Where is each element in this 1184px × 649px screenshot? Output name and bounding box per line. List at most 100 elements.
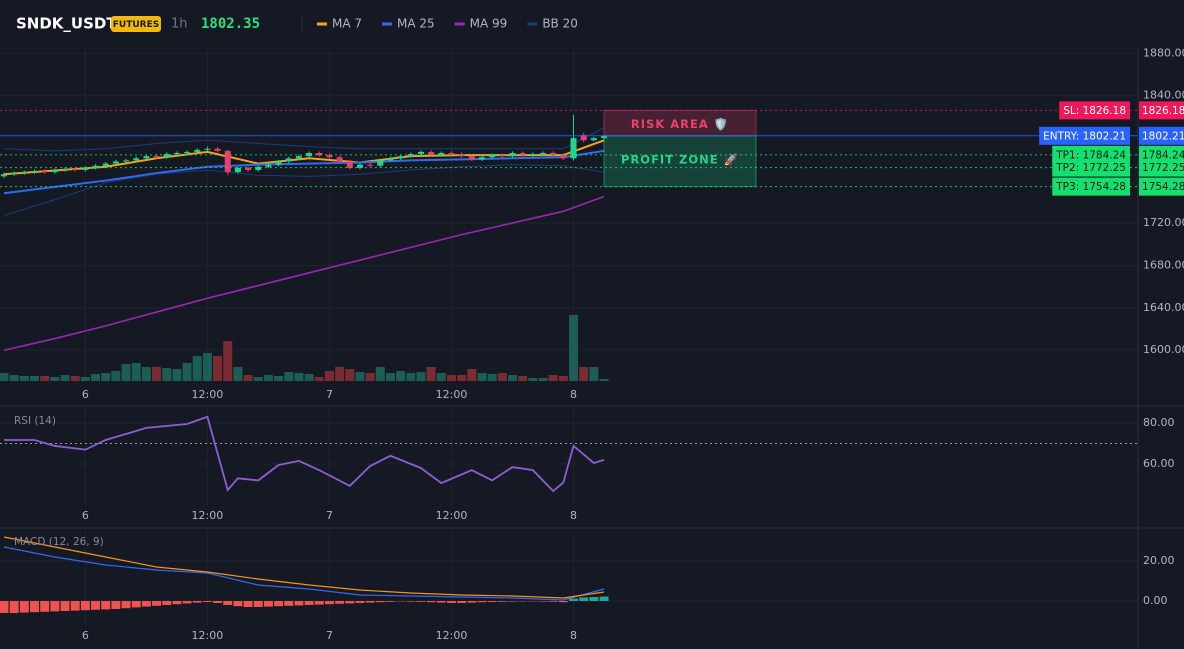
level-price-bg xyxy=(1139,126,1184,145)
zone-box xyxy=(603,135,757,188)
candle-body xyxy=(41,171,48,173)
y-tick-label: 1600.00 xyxy=(1143,343,1184,356)
volume-bar xyxy=(213,356,223,381)
candle-body xyxy=(72,168,79,170)
y-tick-label: 1840.00 xyxy=(1143,89,1184,102)
level-tag: TP1: 1784.24 xyxy=(1055,149,1126,161)
volume-bar xyxy=(477,373,487,381)
ma-line xyxy=(3,149,605,195)
volume-bar xyxy=(396,371,406,381)
volume-bar xyxy=(569,315,579,381)
y-tick-label: 1880.00 xyxy=(1143,46,1184,59)
legend-label: MA 7 xyxy=(332,17,362,31)
legend-label: BB 20 xyxy=(542,17,578,31)
histogram-bar xyxy=(335,601,345,604)
candle-body xyxy=(245,167,252,170)
y-tick-label: 1720.00 xyxy=(1143,216,1184,229)
histogram-bar xyxy=(426,601,436,603)
volume-bar xyxy=(233,367,243,381)
histogram-bar xyxy=(91,601,101,610)
candle-body xyxy=(580,134,587,141)
bb-lower xyxy=(3,164,605,217)
histogram-bar xyxy=(477,601,487,603)
histogram-bar xyxy=(253,601,263,607)
histogram-bar xyxy=(0,601,9,613)
volume-bar xyxy=(314,377,324,381)
last-price: 1802.35 xyxy=(201,16,260,32)
histogram-bar xyxy=(579,597,589,601)
volume-bar xyxy=(304,374,314,381)
x-tick-label: 12:00 xyxy=(436,388,468,401)
x-tick-label: 12:00 xyxy=(192,629,224,642)
histogram-bar xyxy=(202,601,212,602)
volume-bar xyxy=(457,375,467,381)
candle-body xyxy=(540,152,547,155)
x-tick-label: 6 xyxy=(82,509,89,522)
histogram-bar xyxy=(406,601,416,602)
volume-bar xyxy=(355,372,365,381)
histogram-bar xyxy=(172,601,182,605)
level-price-bg xyxy=(1139,158,1184,177)
candle-body xyxy=(417,151,424,155)
candle-body xyxy=(509,152,516,157)
x-tick-label: 7 xyxy=(326,388,333,401)
histogram-bar xyxy=(508,601,517,602)
candle-body xyxy=(295,156,302,159)
volume-bar xyxy=(50,377,60,381)
interval[interactable]: 1h xyxy=(171,17,188,32)
pane-title: RSI (14) xyxy=(14,415,56,427)
histogram-bar xyxy=(182,601,192,604)
volume-bar xyxy=(192,356,202,381)
histogram-bar xyxy=(314,601,324,605)
volume-bar xyxy=(182,363,192,381)
volume-bar xyxy=(538,378,548,381)
candle-body xyxy=(519,152,526,156)
candle-body xyxy=(31,171,38,173)
volume-bar xyxy=(446,375,456,381)
candle-body xyxy=(1,174,7,177)
volume-bar xyxy=(121,364,131,381)
level-price: 1784.24 xyxy=(1142,149,1184,161)
level-price-bg xyxy=(1139,101,1184,120)
histogram-bar xyxy=(213,601,223,603)
histogram-bar xyxy=(80,601,90,611)
histogram-bar xyxy=(50,601,60,612)
volume-bar xyxy=(60,375,70,381)
histogram-bar xyxy=(294,601,304,606)
candle-body xyxy=(285,158,292,162)
histogram-bar xyxy=(243,601,253,607)
candle-body xyxy=(397,156,404,159)
volume-bar xyxy=(101,373,111,381)
histogram-bar xyxy=(131,601,141,608)
candle-body xyxy=(133,158,140,161)
level-tag-bg xyxy=(1052,158,1130,177)
level-tag: TP2: 1772.25 xyxy=(1055,162,1126,174)
candle-body xyxy=(173,152,180,155)
candle-body xyxy=(163,154,170,158)
volume-bar xyxy=(274,376,284,381)
volume-bar xyxy=(385,373,395,381)
candle-body xyxy=(306,152,313,157)
level-price: 1826.18 xyxy=(1142,105,1184,117)
histogram-bar xyxy=(569,598,579,601)
histogram-bar xyxy=(324,601,334,605)
x-tick-label: 12:00 xyxy=(192,388,224,401)
histogram-bar xyxy=(345,601,355,604)
badge-bg xyxy=(111,16,161,32)
volume-bar xyxy=(9,375,19,381)
candle-body xyxy=(265,164,272,167)
volume-bar xyxy=(152,367,162,381)
volume-bar xyxy=(548,375,558,381)
histogram-bar xyxy=(487,601,497,602)
histogram-bar xyxy=(355,601,365,603)
candle-body xyxy=(255,166,262,170)
volume-bar xyxy=(19,376,29,381)
x-tick-label: 12:00 xyxy=(436,629,468,642)
volume-bar xyxy=(375,367,385,381)
volume-bar xyxy=(0,373,9,381)
volume-bar xyxy=(528,378,538,381)
volume-bar xyxy=(70,376,80,381)
candle-body xyxy=(102,163,109,166)
volume-bar xyxy=(508,375,517,381)
volume-bar xyxy=(111,371,121,381)
